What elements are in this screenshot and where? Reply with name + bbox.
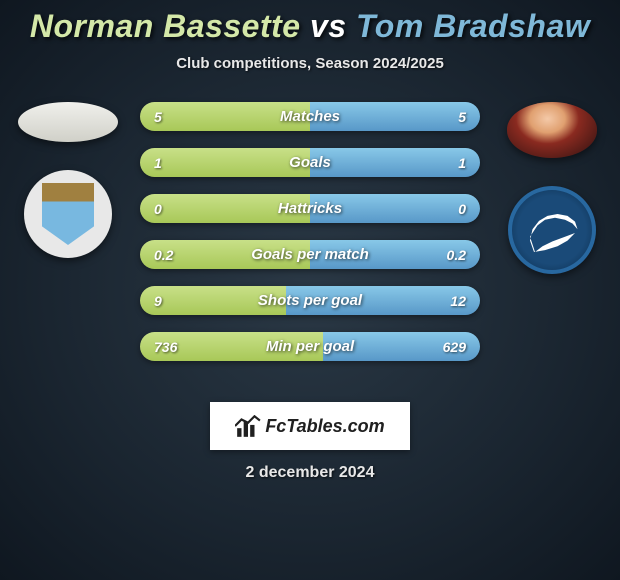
stat-value-left: 0 bbox=[154, 201, 162, 217]
player-right-column bbox=[492, 102, 612, 274]
stat-value-left: 1 bbox=[154, 155, 162, 171]
stat-value-right: 629 bbox=[443, 339, 466, 355]
bar-segment-right bbox=[310, 148, 480, 177]
player1-club-badge bbox=[24, 170, 112, 258]
date-stamp: 2 december 2024 bbox=[0, 464, 620, 482]
stat-value-left: 0.2 bbox=[154, 247, 173, 263]
bar-segment-right bbox=[310, 194, 480, 223]
stat-value-right: 0 bbox=[458, 201, 466, 217]
player2-avatar bbox=[507, 102, 597, 158]
stat-row: 11Goals bbox=[140, 148, 480, 177]
bar-segment-right bbox=[310, 102, 480, 131]
watermark: FcTables.com bbox=[210, 402, 410, 450]
player-left-column bbox=[8, 102, 128, 258]
page-title: Norman Bassette vs Tom Bradshaw bbox=[0, 8, 620, 45]
stat-bars: 55Matches11Goals00Hattricks0.20.2Goals p… bbox=[140, 102, 480, 378]
stat-value-right: 1 bbox=[458, 155, 466, 171]
stat-row: 00Hattricks bbox=[140, 194, 480, 223]
stat-value-right: 12 bbox=[450, 293, 466, 309]
player2-club-badge bbox=[508, 186, 596, 274]
comparison-content: 55Matches11Goals00Hattricks0.20.2Goals p… bbox=[0, 102, 620, 392]
stat-value-left: 9 bbox=[154, 293, 162, 309]
title-vs: vs bbox=[310, 8, 347, 44]
stat-row: 55Matches bbox=[140, 102, 480, 131]
stat-value-left: 5 bbox=[154, 109, 162, 125]
bar-segment-left bbox=[140, 194, 310, 223]
chart-icon bbox=[235, 415, 261, 437]
comparison-infographic: Norman Bassette vs Tom Bradshaw Club com… bbox=[0, 0, 620, 580]
stat-value-right: 0.2 bbox=[447, 247, 466, 263]
stat-row: 912Shots per goal bbox=[140, 286, 480, 315]
watermark-text: FcTables.com bbox=[265, 416, 384, 437]
stat-row: 736629Min per goal bbox=[140, 332, 480, 361]
title-player1: Norman Bassette bbox=[30, 8, 301, 44]
stat-value-right: 5 bbox=[458, 109, 466, 125]
stat-row: 0.20.2Goals per match bbox=[140, 240, 480, 269]
player1-avatar bbox=[18, 102, 118, 142]
title-player2: Tom Bradshaw bbox=[356, 8, 590, 44]
stat-value-left: 736 bbox=[154, 339, 177, 355]
bar-segment-left bbox=[140, 102, 310, 131]
subtitle: Club competitions, Season 2024/2025 bbox=[0, 55, 620, 72]
bar-segment-left bbox=[140, 148, 310, 177]
